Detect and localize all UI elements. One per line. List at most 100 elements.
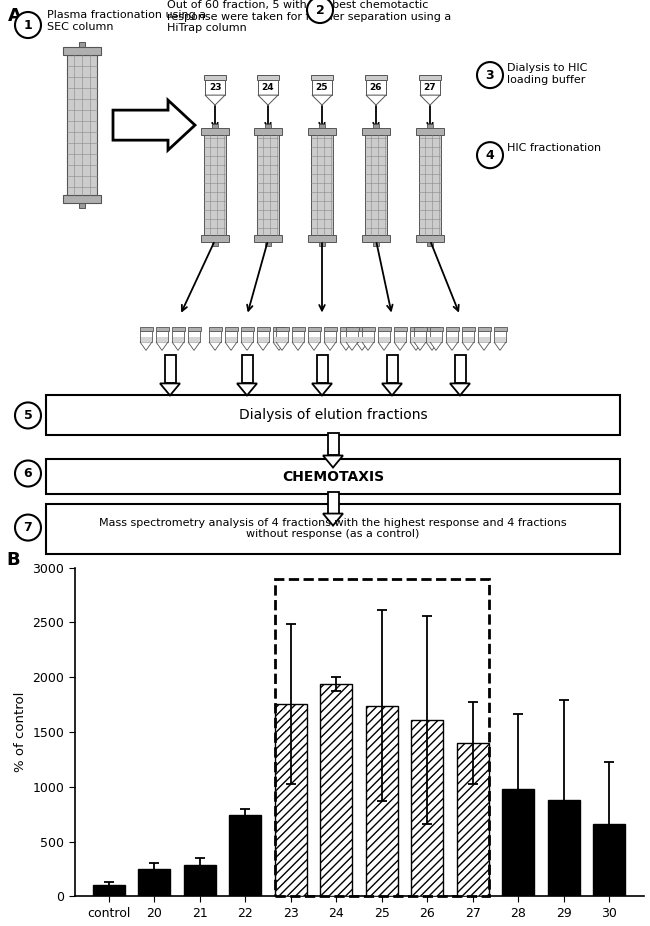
Polygon shape	[420, 95, 440, 106]
Polygon shape	[323, 514, 343, 526]
Bar	[478, 327, 491, 331]
Text: 25: 25	[316, 82, 328, 92]
Text: 5: 5	[23, 409, 32, 422]
Bar	[309, 336, 320, 342]
Polygon shape	[478, 342, 490, 350]
Bar	[324, 331, 336, 342]
FancyBboxPatch shape	[46, 459, 620, 494]
Bar	[426, 327, 439, 331]
Bar	[291, 327, 304, 331]
Bar	[138, 869, 170, 896]
Bar	[240, 327, 254, 331]
Bar	[356, 331, 368, 342]
Text: Dialysis of elution fractions: Dialysis of elution fractions	[239, 408, 427, 422]
Bar	[242, 336, 252, 342]
Bar	[140, 327, 153, 331]
Polygon shape	[323, 456, 343, 468]
Bar	[365, 75, 387, 81]
Bar	[212, 243, 218, 246]
Polygon shape	[356, 342, 368, 350]
Bar	[502, 789, 534, 896]
Bar	[225, 331, 237, 342]
Bar	[416, 128, 444, 135]
Bar	[356, 336, 367, 342]
Bar	[394, 331, 406, 342]
Bar	[324, 336, 335, 342]
Bar	[457, 743, 489, 896]
Bar	[63, 47, 101, 55]
Text: 24: 24	[262, 82, 274, 92]
Bar	[257, 135, 279, 235]
Bar	[462, 327, 474, 331]
Bar	[346, 327, 359, 331]
Polygon shape	[494, 342, 506, 350]
Bar	[426, 331, 438, 342]
Polygon shape	[276, 342, 288, 350]
Bar	[273, 331, 285, 342]
Bar	[201, 235, 229, 243]
Bar	[276, 331, 288, 342]
Text: CHEMOTAXIS: CHEMOTAXIS	[282, 469, 384, 483]
Polygon shape	[312, 383, 332, 395]
Polygon shape	[340, 342, 352, 350]
Bar	[276, 336, 287, 342]
Polygon shape	[394, 342, 406, 350]
Bar	[430, 336, 441, 342]
Bar	[430, 327, 443, 331]
Polygon shape	[382, 383, 402, 395]
Polygon shape	[258, 95, 278, 106]
Text: Plasma fractionation using a
SEC column: Plasma fractionation using a SEC column	[47, 10, 206, 31]
Bar	[445, 327, 458, 331]
Bar	[172, 331, 184, 342]
Bar	[462, 331, 474, 342]
Bar	[308, 128, 336, 135]
Bar	[229, 815, 261, 896]
Bar	[205, 81, 225, 95]
Bar	[184, 865, 216, 896]
Bar	[419, 75, 441, 81]
Bar	[356, 327, 369, 331]
Polygon shape	[241, 342, 253, 350]
Bar	[257, 327, 270, 331]
Bar	[307, 327, 320, 331]
Bar	[172, 327, 185, 331]
Bar	[378, 327, 391, 331]
Bar	[410, 331, 422, 342]
Bar	[420, 81, 440, 95]
Text: 27: 27	[424, 82, 436, 92]
Bar	[265, 124, 271, 128]
Bar	[226, 336, 237, 342]
Bar	[363, 336, 374, 342]
Bar	[204, 135, 226, 235]
Bar	[419, 135, 441, 235]
Text: 4: 4	[486, 149, 495, 162]
Polygon shape	[188, 342, 200, 350]
Bar	[427, 124, 433, 128]
Bar	[155, 327, 168, 331]
Bar	[257, 336, 268, 342]
Bar	[339, 327, 352, 331]
Circle shape	[477, 143, 503, 169]
Bar	[395, 336, 406, 342]
Bar	[292, 331, 304, 342]
Bar	[312, 81, 332, 95]
Bar	[257, 331, 269, 342]
Bar	[387, 356, 398, 383]
Bar	[478, 336, 489, 342]
Bar	[258, 81, 278, 95]
Bar	[411, 720, 443, 896]
Bar	[156, 331, 168, 342]
Polygon shape	[156, 342, 168, 350]
Polygon shape	[346, 342, 358, 350]
Bar	[361, 327, 374, 331]
Bar	[414, 331, 426, 342]
Bar	[340, 331, 352, 342]
Bar	[328, 433, 339, 456]
Bar	[188, 331, 200, 342]
Bar	[204, 75, 226, 81]
Polygon shape	[140, 342, 152, 350]
Circle shape	[15, 515, 41, 541]
Bar	[308, 235, 336, 243]
Bar	[415, 336, 426, 342]
Bar	[320, 683, 352, 896]
